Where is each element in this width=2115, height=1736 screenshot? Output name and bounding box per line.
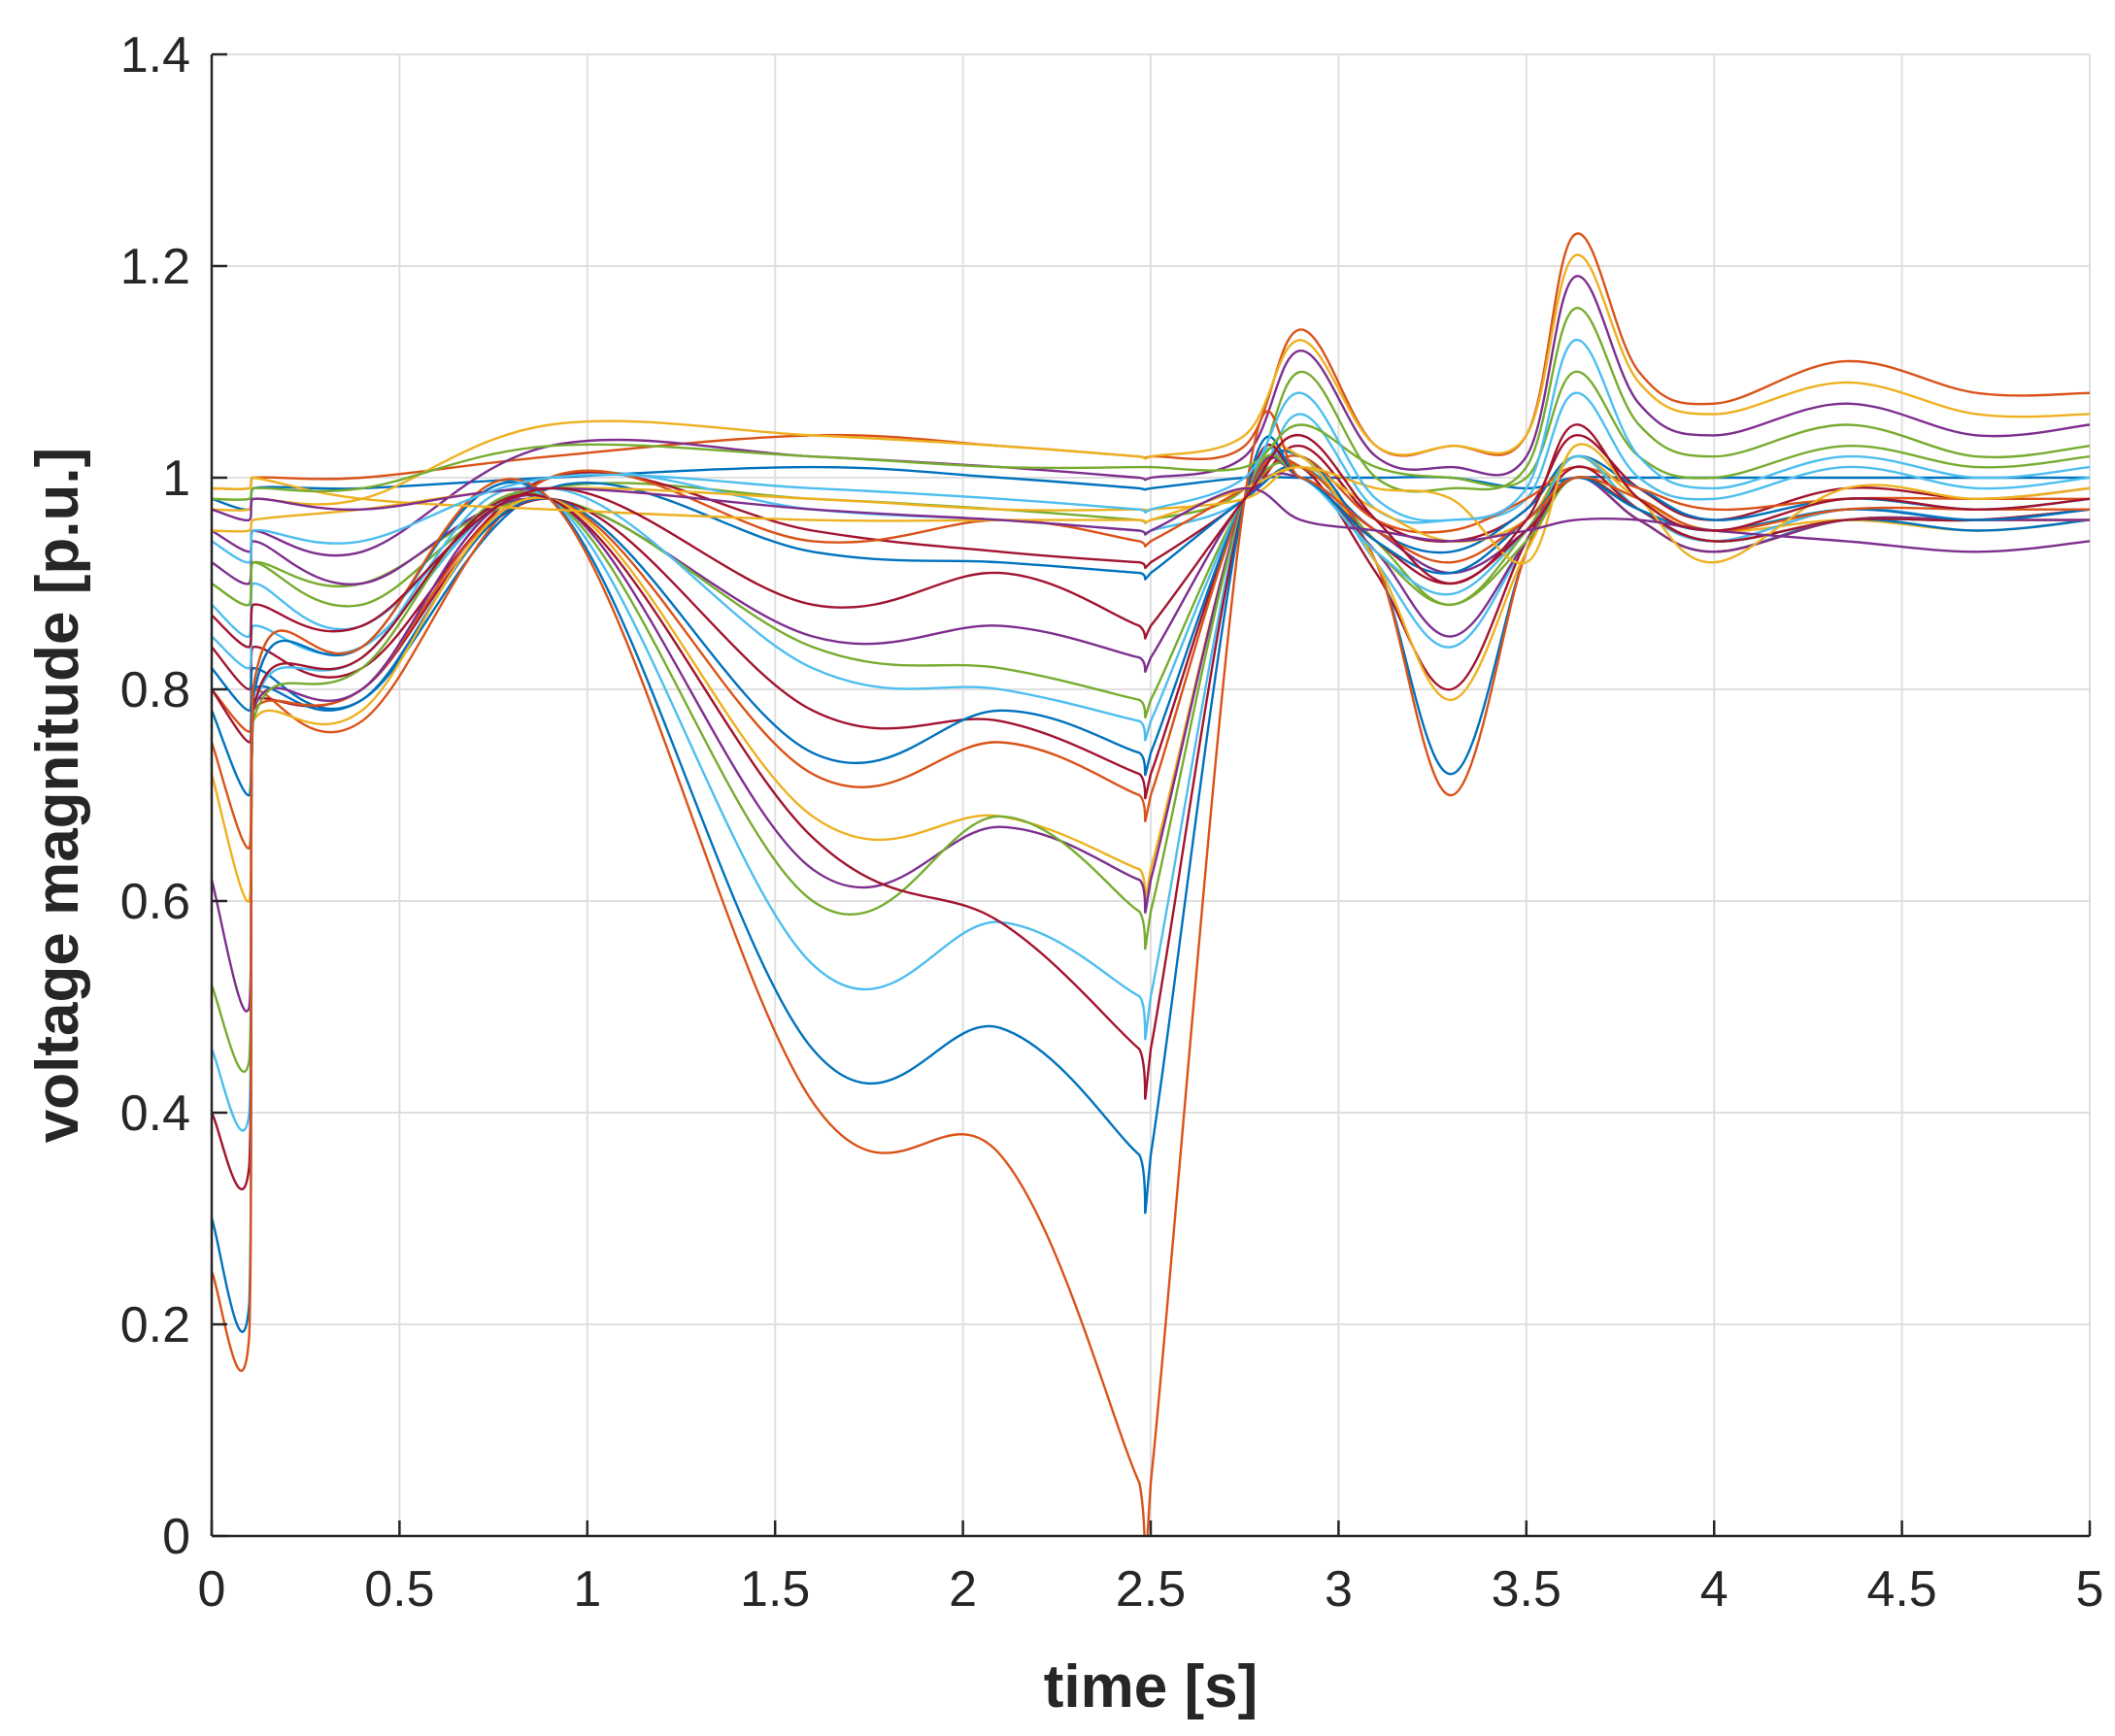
series-line-3 [212, 253, 2090, 512]
x-tick-label: 2 [949, 1561, 977, 1618]
x-tick-label: 4.5 [1866, 1561, 1936, 1618]
x-tick-label: 4 [1700, 1561, 1729, 1618]
y-tick-label: 1 [162, 451, 190, 507]
series-line-2 [212, 232, 2090, 490]
y-axis-ticks: 0 0.2 0.4 0.6 0.8 1 1.2 1.4 [120, 27, 227, 1565]
y-tick-label: 1.4 [120, 27, 190, 83]
y-tick-label: 0 [162, 1509, 190, 1565]
x-axis-ticks: 0 0.5 1 1.5 2 2.5 3 3.5 4 4.5 5 [198, 1520, 2104, 1618]
series-line-8 [212, 454, 2090, 712]
y-tick-label: 0.8 [120, 662, 190, 718]
x-tick-label: 0.5 [364, 1561, 434, 1618]
series-line-22 [212, 435, 2090, 1333]
series-group [212, 232, 2090, 1536]
series-line-18 [212, 455, 2090, 1013]
y-tick-label: 0.6 [120, 874, 190, 930]
x-tick-label: 3 [1325, 1561, 1353, 1618]
x-tick-label: 1 [573, 1561, 601, 1618]
series-line-4 [212, 275, 2090, 557]
series-line-28 [212, 423, 2090, 649]
series-line-27 [212, 339, 2090, 564]
y-tick-label: 1.2 [120, 239, 190, 295]
series-line-9 [212, 454, 2090, 734]
x-axis-title: time [s] [1044, 1653, 1258, 1720]
y-tick-label: 0.4 [120, 1085, 190, 1142]
x-tick-label: 1.5 [740, 1561, 810, 1618]
x-tick-label: 3.5 [1492, 1561, 1561, 1618]
x-tick-label: 0 [198, 1561, 226, 1618]
x-tick-label: 2.5 [1116, 1561, 1186, 1618]
y-tick-label: 0.2 [120, 1297, 190, 1353]
x-tick-label: 5 [2076, 1561, 2104, 1618]
y-axis-title: voltage magnitude [p.u.] [24, 448, 91, 1143]
series-line-23 [212, 410, 2090, 1536]
series-line-24 [212, 443, 2090, 565]
